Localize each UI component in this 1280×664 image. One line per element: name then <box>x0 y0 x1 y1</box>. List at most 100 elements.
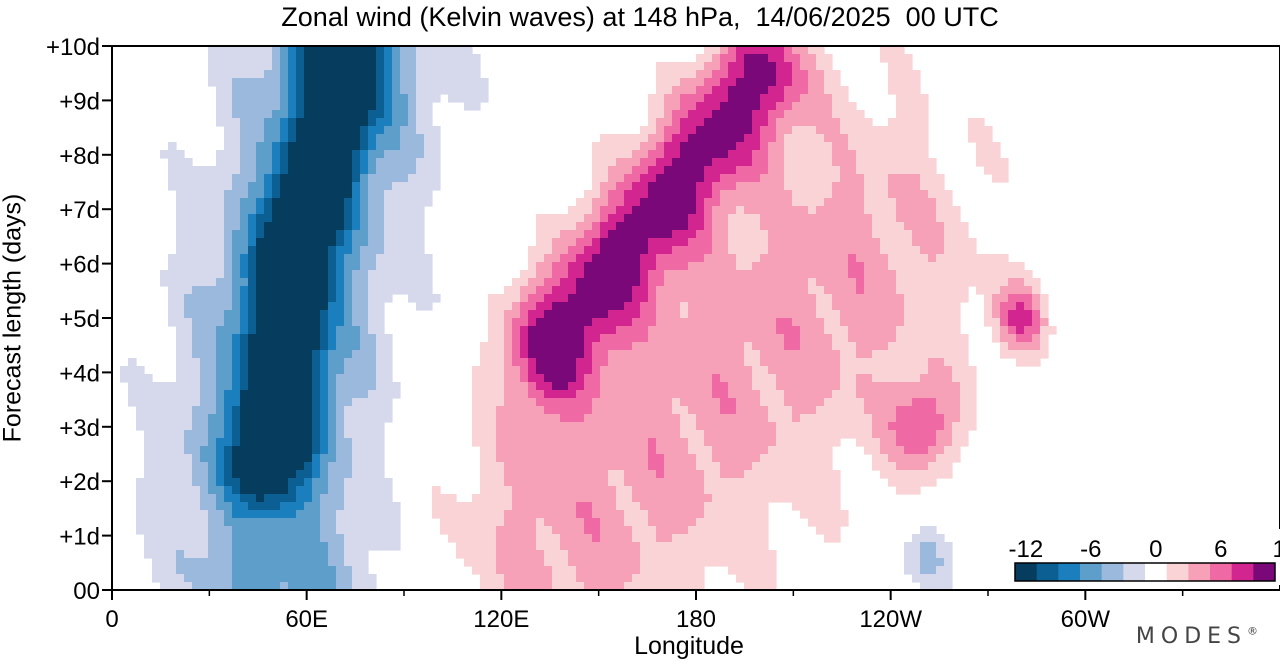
field-cell <box>824 502 833 511</box>
field-cell <box>848 406 857 415</box>
field-cell <box>296 446 305 455</box>
field-cell <box>864 310 873 319</box>
field-cell <box>536 318 545 327</box>
field-cell <box>280 110 289 119</box>
field-cell <box>528 422 537 431</box>
field-cell <box>328 326 337 335</box>
field-cell <box>1008 342 1017 351</box>
field-cell <box>776 230 785 239</box>
field-cell <box>296 222 305 231</box>
field-cell <box>352 518 361 527</box>
field-cell <box>944 206 953 215</box>
field-cell <box>696 238 705 247</box>
field-cell <box>688 518 697 527</box>
field-cell <box>424 46 433 55</box>
field-cell <box>688 182 697 191</box>
field-cell <box>392 78 401 87</box>
field-cell <box>680 302 689 311</box>
field-cell <box>328 470 337 479</box>
field-cell <box>520 382 529 391</box>
field-cell <box>328 78 337 87</box>
field-cell <box>528 278 537 287</box>
field-cell <box>696 430 705 439</box>
field-cell <box>488 510 497 519</box>
field-cell <box>856 142 865 151</box>
field-cell <box>336 230 345 239</box>
field-cell <box>160 438 169 447</box>
field-cell <box>256 454 265 463</box>
field-cell <box>640 462 649 471</box>
field-cell <box>720 294 729 303</box>
field-cell <box>744 310 753 319</box>
field-cell <box>656 390 665 399</box>
field-cell <box>960 270 969 279</box>
field-cell <box>512 470 521 479</box>
field-cell <box>848 102 857 111</box>
field-cell <box>888 374 897 383</box>
field-cell <box>536 382 545 391</box>
field-cell <box>984 142 993 151</box>
field-cell <box>896 254 905 263</box>
field-cell <box>808 254 817 263</box>
field-cell <box>192 406 201 415</box>
field-cell <box>776 54 785 63</box>
field-cell <box>912 318 921 327</box>
field-cell <box>672 174 681 183</box>
field-cell <box>376 446 385 455</box>
field-cell <box>272 454 281 463</box>
field-cell <box>696 222 705 231</box>
field-cell <box>360 462 369 471</box>
field-cell <box>200 302 209 311</box>
field-cell <box>592 422 601 431</box>
field-cell <box>176 318 185 327</box>
field-cell <box>248 86 257 95</box>
field-cell <box>416 86 425 95</box>
field-cell <box>568 422 577 431</box>
field-cell <box>984 126 993 135</box>
field-cell <box>856 214 865 223</box>
field-cell <box>568 270 577 279</box>
field-cell <box>864 198 873 207</box>
field-cell <box>392 94 401 103</box>
field-cell <box>648 502 657 511</box>
field-cell <box>952 446 961 455</box>
field-cell <box>248 438 257 447</box>
field-cell <box>904 422 913 431</box>
field-cell <box>736 334 745 343</box>
field-cell <box>936 406 945 415</box>
field-cell <box>216 390 225 399</box>
field-cell <box>936 286 945 295</box>
field-cell <box>680 462 689 471</box>
field-cell <box>408 62 417 71</box>
field-cell <box>256 518 265 527</box>
field-cell <box>960 422 969 431</box>
field-cell <box>472 518 481 527</box>
field-cell <box>256 342 265 351</box>
field-cell <box>152 494 161 503</box>
field-cell <box>432 54 441 63</box>
field-cell <box>792 150 801 159</box>
field-cell <box>288 326 297 335</box>
field-cell <box>608 222 617 231</box>
field-cell <box>304 406 313 415</box>
field-cell <box>896 134 905 143</box>
field-cell <box>808 510 817 519</box>
field-cell <box>1000 254 1009 263</box>
field-cell <box>664 166 673 175</box>
field-cell <box>856 174 865 183</box>
field-cell <box>688 502 697 511</box>
field-cell <box>792 118 801 127</box>
field-cell <box>928 302 937 311</box>
field-cell <box>144 398 153 407</box>
field-cell <box>920 294 929 303</box>
field-cell <box>496 406 505 415</box>
field-cell <box>728 358 737 367</box>
field-cell <box>672 158 681 167</box>
field-cell <box>592 390 601 399</box>
field-cell <box>720 430 729 439</box>
field-cell <box>368 374 377 383</box>
field-cell <box>216 278 225 287</box>
field-cell <box>352 454 361 463</box>
field-cell <box>192 390 201 399</box>
field-cell <box>608 278 617 287</box>
